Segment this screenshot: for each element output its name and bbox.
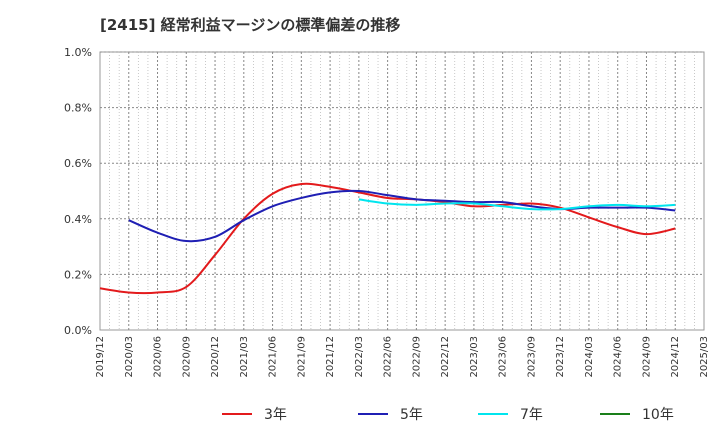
series-line-7年: [358, 198, 676, 211]
x-tick-label: 2024/09: [641, 336, 652, 378]
x-tick-label: 2019/12: [95, 336, 106, 378]
x-tick-label: 2024/06: [613, 336, 624, 378]
x-tick-label: 2025/03: [699, 336, 710, 378]
y-tick-label: 0.8%: [64, 102, 92, 115]
y-axis-ticks: 0.0% 0.2% 0.4% 0.6% 0.8% 1.0%: [64, 46, 92, 337]
x-tick-label: 2020/03: [124, 336, 135, 378]
legend-label: 10年: [642, 407, 674, 423]
legend-label: 7年: [520, 407, 543, 423]
y-tick-label: 0.0%: [64, 324, 92, 337]
chart-title: [2415] 経常利益マージンの標準偏差の推移: [100, 16, 401, 34]
x-tick-label: 2021/03: [239, 336, 250, 378]
x-tick-label: 2020/06: [153, 336, 164, 378]
legend-label: 5年: [400, 407, 423, 423]
grid-lines: [100, 51, 704, 330]
x-tick-label: 2024/03: [584, 336, 595, 378]
x-tick-label: 2022/03: [354, 336, 365, 378]
plot-area: [99, 51, 705, 331]
x-tick-label: 2022/09: [411, 336, 422, 378]
y-tick-label: 1.0%: [64, 46, 92, 59]
legend: 3年 5年 7年 10年: [222, 407, 674, 423]
x-tick-label: 2021/12: [325, 336, 336, 378]
x-tick-label: 2021/06: [268, 336, 279, 378]
y-tick-label: 0.2%: [64, 268, 92, 281]
x-tick-label: 2020/09: [181, 336, 192, 378]
x-tick-label: 2021/09: [296, 336, 307, 378]
y-tick-label: 0.6%: [64, 157, 92, 170]
x-tick-label: 2022/12: [440, 336, 451, 378]
series-line-3年: [99, 182, 676, 295]
x-tick-label: 2023/09: [526, 336, 537, 378]
y-tick-label: 0.4%: [64, 213, 92, 226]
x-tick-label: 2023/03: [469, 336, 480, 378]
x-tick-label: 2023/12: [555, 336, 566, 378]
series-lines: [99, 182, 676, 295]
x-tick-label: 2023/06: [498, 336, 509, 378]
x-tick-label: 2024/12: [670, 336, 681, 378]
x-tick-label: 2022/06: [383, 336, 394, 378]
series-line-5年: [128, 189, 676, 243]
x-axis-ticks: 2019/12 2020/03 2020/06 2020/09 2020/12 2021/…: [95, 336, 710, 378]
legend-label: 3年: [264, 407, 287, 423]
x-tick-label: 2020/12: [210, 336, 221, 378]
